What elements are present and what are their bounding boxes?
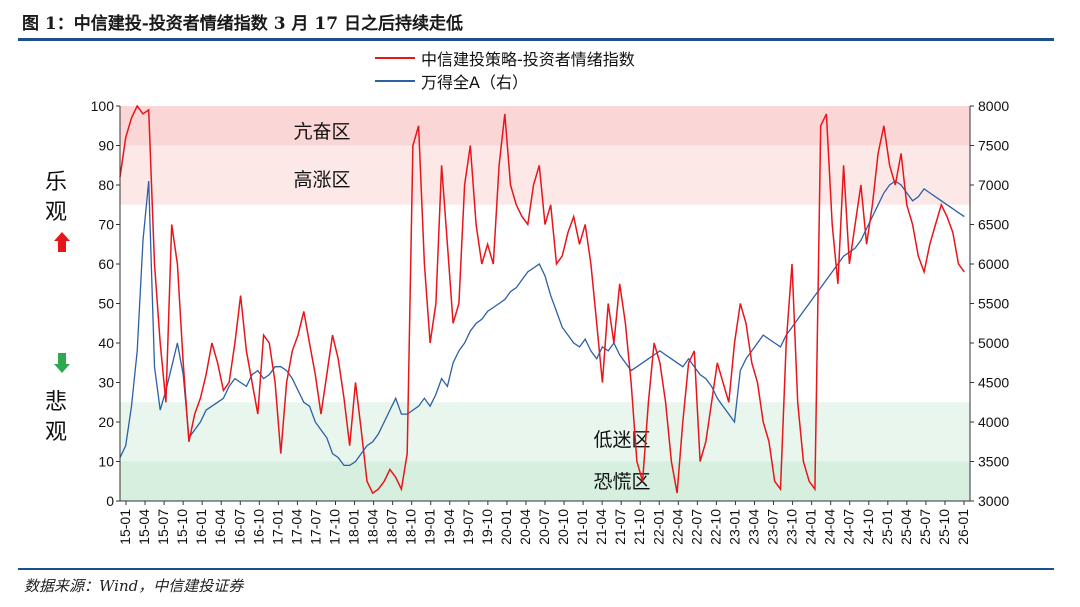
x-tick-label-36: 24-01: [803, 509, 819, 545]
y-right-tick-label-3: 4500: [978, 375, 1009, 391]
zone-label-2: 低迷区: [593, 429, 650, 451]
zone-label-0: 亢奋区: [293, 121, 350, 143]
x-tick-label-8: 17-01: [269, 509, 285, 545]
y-right-tick-label-8: 7000: [978, 177, 1009, 193]
legend-item-wind: 万得全A（右）: [375, 69, 635, 92]
down-arrow-icon: [54, 353, 70, 373]
legend-label-sentiment: 中信建投策略-投资者情绪指数: [421, 49, 635, 69]
page-title: 图 1：中信建投-投资者情绪指数 3 月 17 日之后持续走低: [22, 14, 463, 34]
x-tick-label-19: 19-10: [479, 509, 495, 545]
pessimistic-label: 悲观: [44, 390, 67, 445]
x-tick-label-26: 21-07: [612, 509, 628, 545]
legend-swatch-sentiment: [375, 56, 415, 59]
x-tick-label-37: 24-04: [822, 509, 838, 545]
legend-item-sentiment: 中信建投策略-投资者情绪指数: [375, 46, 635, 69]
y-left-tick-label-4: 40: [98, 335, 114, 351]
optimistic-label: 乐观: [44, 170, 67, 225]
x-tick-label-23: 20-10: [555, 509, 571, 545]
x-tick-label-20: 20-01: [498, 509, 514, 545]
y-left-tick-label-1: 10: [98, 454, 114, 470]
x-tick-label-9: 17-04: [288, 509, 304, 545]
x-tick-label-41: 25-04: [898, 509, 914, 545]
y-right-tick-label-4: 5000: [978, 335, 1009, 351]
y-right-tick-label-9: 7500: [978, 138, 1009, 154]
x-tick-label-39: 24-10: [860, 509, 876, 545]
y-right-tick-label-10: 8000: [978, 98, 1009, 114]
x-tick-label-7: 16-10: [250, 509, 266, 545]
up-arrow-icon: [54, 232, 70, 252]
zone-band-3: [120, 461, 970, 501]
y-right-tick-label-1: 3500: [978, 454, 1009, 470]
x-tick-label-27: 21-10: [631, 509, 647, 545]
zone-band-0: [120, 106, 970, 146]
y-right-tick-label-6: 6000: [978, 256, 1009, 272]
chart-legend: 中信建投策略-投资者情绪指数 万得全A（右）: [375, 46, 635, 92]
legend-label-wind: 万得全A（右）: [421, 72, 528, 92]
x-tick-label-14: 18-07: [384, 509, 400, 545]
x-tick-label-28: 22-01: [650, 509, 666, 545]
y-right-tick-label-7: 6500: [978, 217, 1009, 233]
y-left-tick-label-5: 50: [98, 296, 114, 312]
x-tick-label-18: 19-07: [460, 509, 476, 545]
y-left-tick-label-9: 90: [98, 138, 114, 154]
y-left-tick-label-7: 70: [98, 217, 114, 233]
y-left-tick-label-6: 60: [98, 256, 114, 272]
y-left-tick-label-8: 80: [98, 177, 114, 193]
x-tick-label-38: 24-07: [841, 509, 857, 545]
y-left-tick-label-2: 20: [98, 414, 114, 430]
zone-label-3: 恐慌区: [593, 471, 650, 493]
x-tick-label-35: 23-10: [784, 509, 800, 545]
x-tick-label-10: 17-07: [307, 509, 323, 545]
x-tick-label-12: 18-01: [346, 509, 362, 545]
zone-band-2: [120, 402, 970, 462]
x-tick-label-22: 20-07: [536, 509, 552, 545]
zone-label-1: 高涨区: [293, 169, 350, 191]
x-tick-label-16: 19-01: [422, 509, 438, 545]
top-rule: [18, 38, 1054, 41]
y-right-tick-label-2: 4000: [978, 414, 1009, 430]
x-tick-label-1: 15-04: [136, 509, 152, 545]
legend-swatch-wind: [375, 79, 415, 82]
x-tick-label-25: 21-04: [593, 509, 609, 545]
y-left-tick-label-10: 100: [91, 98, 115, 114]
x-tick-label-30: 22-07: [688, 509, 704, 545]
x-tick-label-4: 16-01: [193, 509, 209, 545]
x-tick-label-44: 26-01: [955, 509, 971, 545]
x-tick-label-6: 16-07: [231, 509, 247, 545]
x-tick-label-15: 18-10: [403, 509, 419, 545]
series-line-sentiment: [119, 104, 965, 495]
y-right-tick-label-5: 5500: [978, 296, 1009, 312]
x-tick-label-31: 22-10: [707, 509, 723, 545]
x-tick-label-3: 15-10: [174, 509, 190, 545]
x-tick-label-33: 23-04: [746, 509, 762, 545]
x-tick-label-40: 25-01: [879, 509, 895, 545]
x-tick-label-13: 18-04: [365, 509, 381, 545]
x-tick-label-17: 19-04: [441, 509, 457, 545]
x-tick-label-43: 25-10: [936, 509, 952, 545]
x-tick-label-2: 15-07: [155, 509, 171, 545]
x-tick-label-42: 25-07: [917, 509, 933, 545]
x-tick-label-34: 23-07: [765, 509, 781, 545]
x-tick-label-32: 23-01: [726, 509, 742, 545]
x-tick-label-24: 21-01: [574, 509, 590, 545]
x-tick-label-5: 16-04: [212, 509, 228, 545]
y-left-tick-label-3: 30: [98, 375, 114, 391]
x-tick-label-29: 22-04: [669, 509, 685, 545]
source-note: 数据来源：Wind，中信建投证券: [24, 577, 244, 595]
x-tick-label-11: 17-10: [327, 509, 343, 545]
bottom-rule: [18, 568, 1054, 570]
y-left-tick-label-0: 0: [106, 493, 114, 509]
x-tick-label-0: 15-01: [117, 509, 133, 545]
y-right-tick-label-0: 3000: [978, 493, 1009, 509]
x-tick-label-21: 20-04: [517, 509, 533, 545]
